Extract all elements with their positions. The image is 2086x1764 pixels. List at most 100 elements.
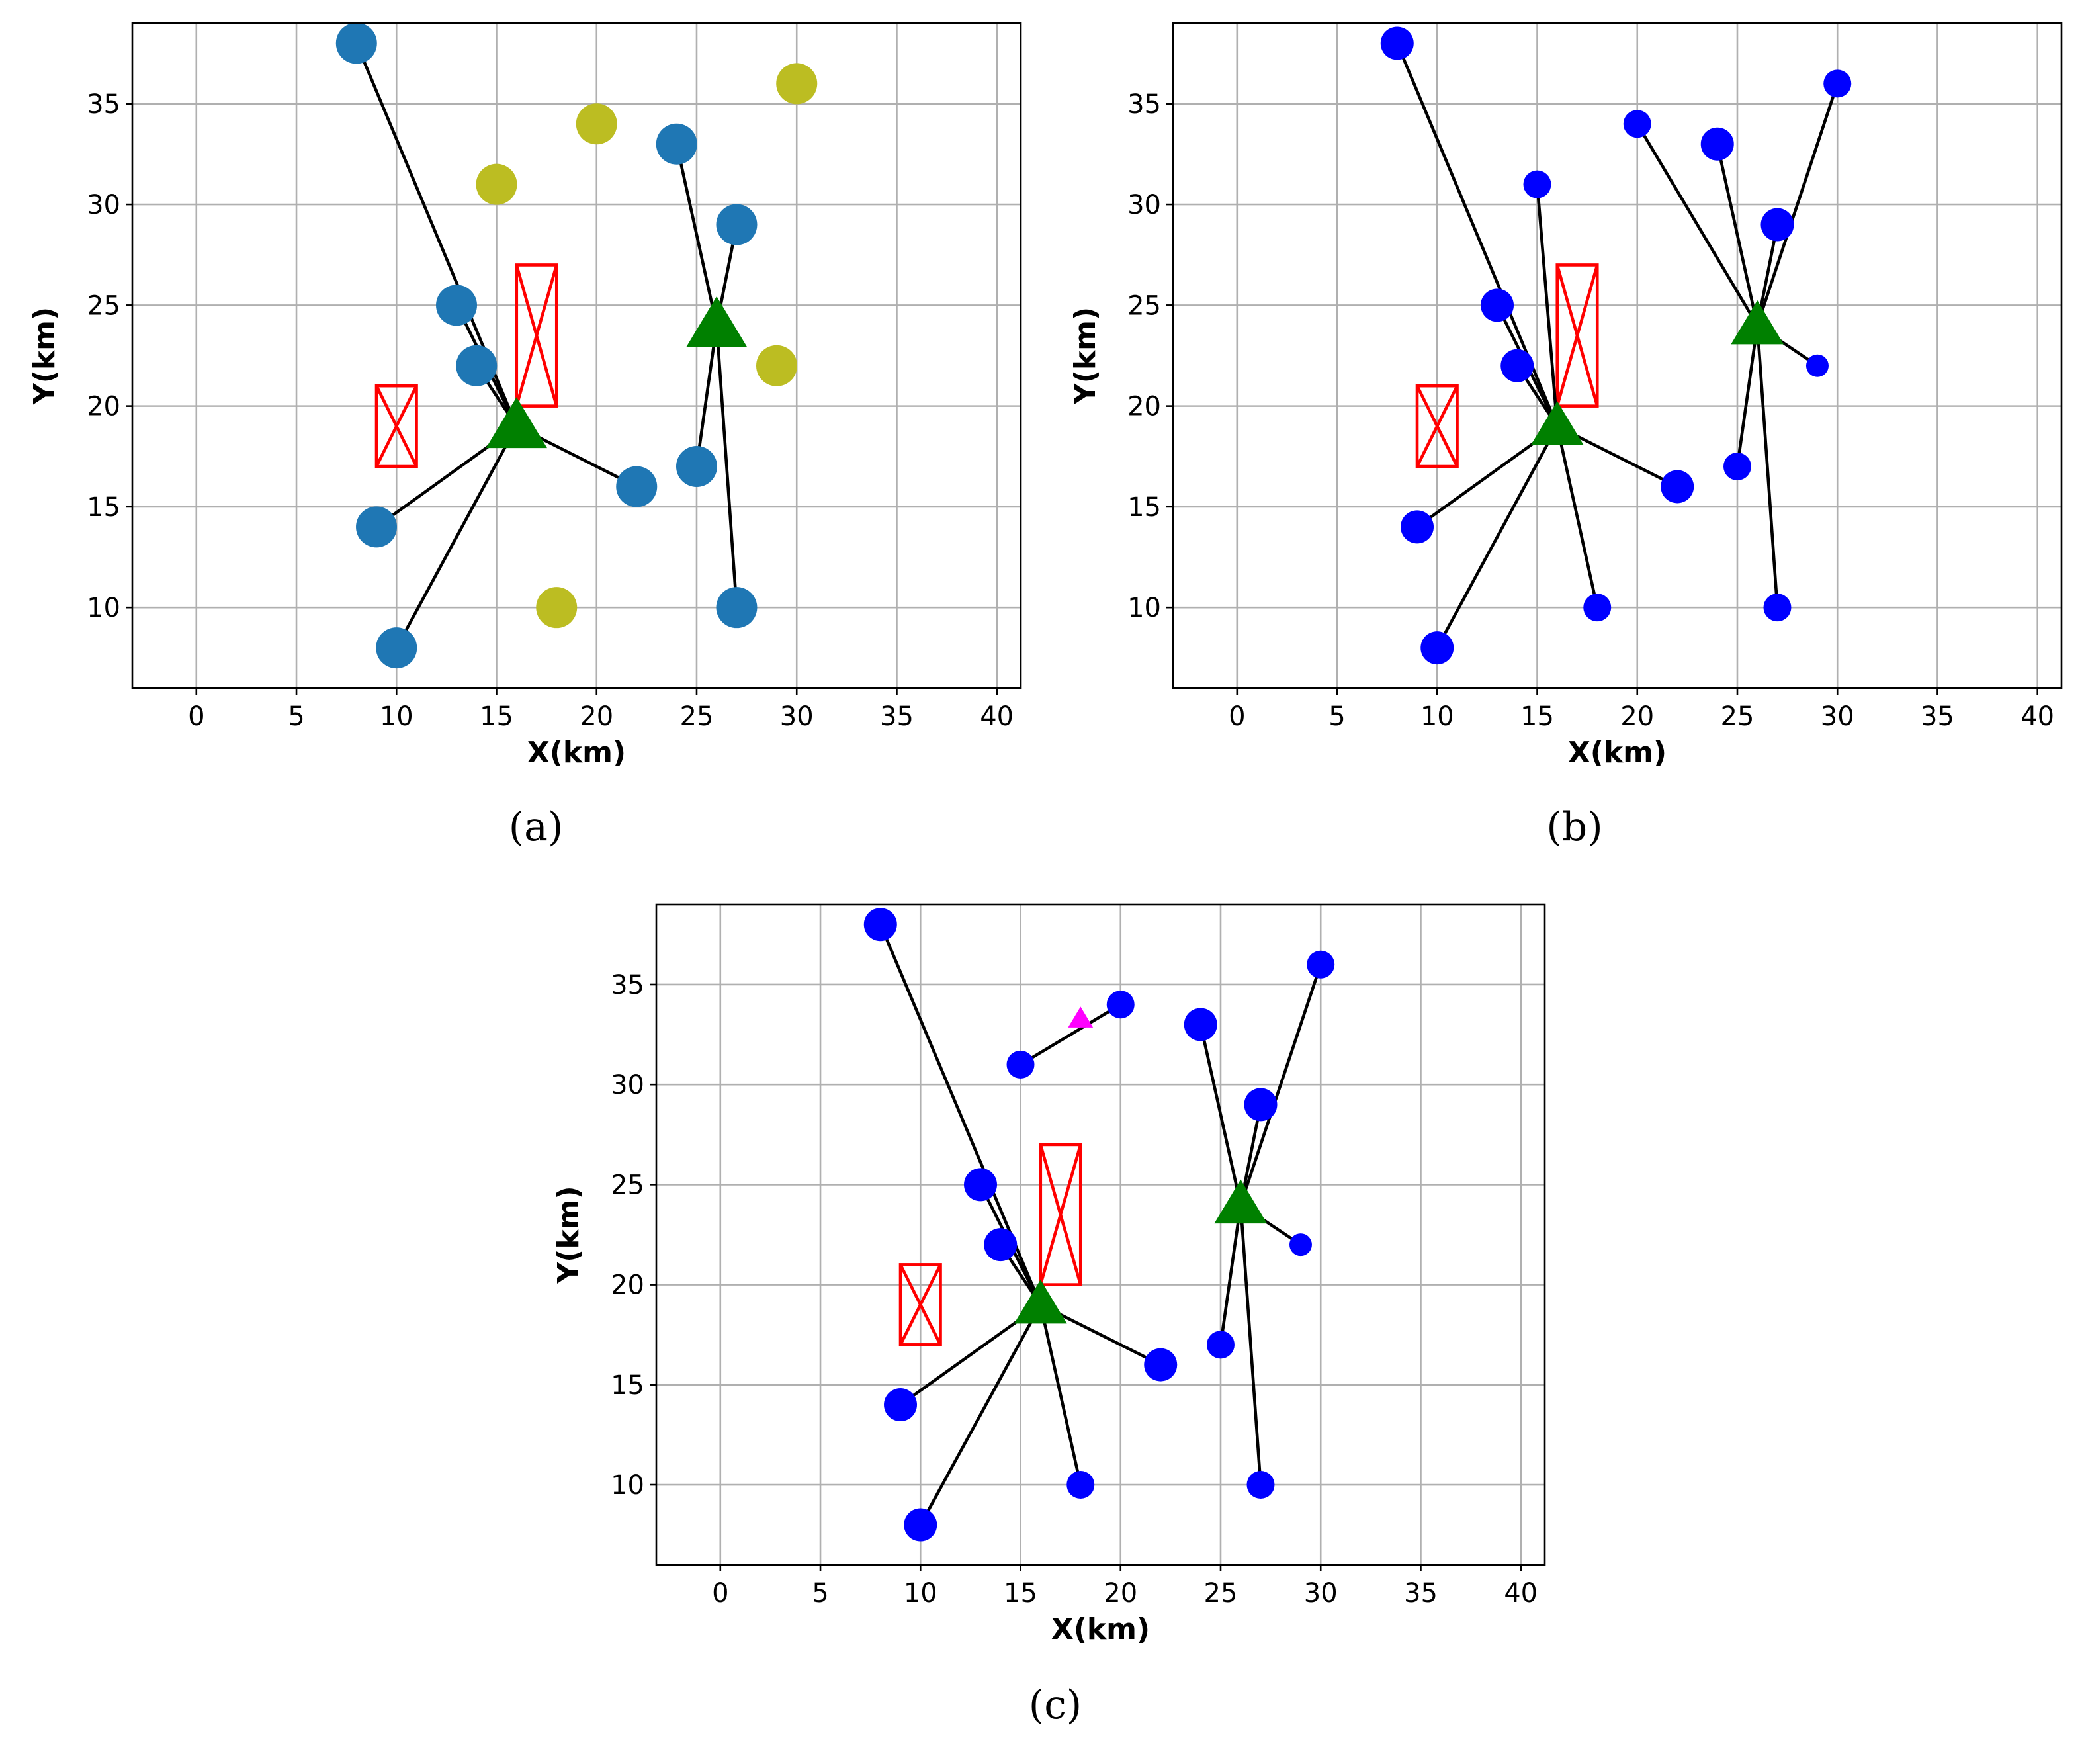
x-tick-label: 20 bbox=[1620, 701, 1654, 732]
obstacle-rect bbox=[515, 263, 558, 408]
data-point bbox=[1823, 69, 1852, 98]
data-point bbox=[1420, 631, 1454, 665]
data-point bbox=[536, 587, 578, 629]
x-axis-label: X(km) bbox=[527, 736, 626, 770]
station-2-marker bbox=[1214, 1179, 1268, 1224]
x-tick-label: 10 bbox=[380, 701, 413, 732]
data-point bbox=[1244, 1088, 1278, 1122]
link-line bbox=[1756, 83, 1839, 326]
obstacle-diagonal bbox=[515, 264, 558, 407]
station-1-marker bbox=[1530, 401, 1584, 445]
x-axis-label: X(km) bbox=[1568, 736, 1667, 770]
x-tick-label: 5 bbox=[1328, 701, 1345, 732]
x-tick-label: 5 bbox=[288, 701, 304, 732]
y-tick-label: 20 bbox=[611, 1270, 644, 1301]
obstacle-rect bbox=[1415, 384, 1459, 468]
y-tick-label: 10 bbox=[87, 593, 120, 623]
x-tick-label: 40 bbox=[2021, 701, 2054, 732]
data-point bbox=[1760, 208, 1794, 242]
data-point bbox=[675, 446, 717, 487]
y-tick-label: 15 bbox=[87, 492, 120, 523]
relay-marker bbox=[1068, 1006, 1094, 1028]
station-1-marker bbox=[486, 397, 547, 449]
data-point bbox=[1500, 349, 1534, 382]
obstacle-rect bbox=[1039, 1143, 1082, 1286]
data-point bbox=[1289, 1233, 1312, 1257]
x-tick-label: 35 bbox=[880, 701, 914, 732]
panel-caption: (b) bbox=[1546, 804, 1602, 850]
link-line bbox=[1735, 325, 1759, 467]
x-tick-label: 25 bbox=[1721, 701, 1755, 732]
y-tick-label: 30 bbox=[1127, 190, 1161, 220]
x-tick-label: 10 bbox=[904, 1578, 937, 1609]
x-tick-label: 35 bbox=[1404, 1578, 1438, 1609]
data-point bbox=[356, 506, 398, 548]
x-tick-label: 15 bbox=[480, 701, 513, 732]
link-line bbox=[1635, 123, 1759, 326]
y-tick-label: 35 bbox=[611, 970, 644, 1000]
data-point bbox=[964, 1168, 998, 1202]
data-point bbox=[1523, 170, 1551, 198]
x-tick-label: 0 bbox=[188, 701, 204, 732]
data-point bbox=[1661, 470, 1694, 504]
y-tick-label: 25 bbox=[611, 1170, 644, 1200]
link-line bbox=[1436, 425, 1559, 649]
link-line bbox=[1755, 325, 1779, 608]
data-point bbox=[716, 204, 758, 245]
obstacle-zone bbox=[1555, 263, 1599, 408]
data-point bbox=[1805, 354, 1829, 377]
y-tick-label: 10 bbox=[611, 1470, 644, 1501]
y-axis-label: Y(km) bbox=[28, 307, 62, 405]
obstacle-diagonal bbox=[374, 385, 418, 468]
x-tick-label: 25 bbox=[1204, 1578, 1238, 1609]
x-axis-label: X(km) bbox=[1051, 1612, 1150, 1646]
data-point bbox=[576, 103, 617, 145]
data-point bbox=[1106, 991, 1135, 1019]
y-tick-label: 25 bbox=[87, 290, 120, 321]
data-point bbox=[436, 285, 478, 326]
x-tick-label: 20 bbox=[580, 701, 613, 732]
obstacle-diagonal bbox=[1039, 1144, 1082, 1286]
obstacle-rect bbox=[1555, 263, 1599, 408]
obstacle-rect bbox=[374, 384, 418, 468]
link-line bbox=[1239, 1204, 1262, 1485]
x-tick-label: 0 bbox=[712, 1578, 728, 1609]
link-line bbox=[1239, 963, 1323, 1206]
y-tick-label: 35 bbox=[87, 89, 120, 120]
obstacle-zone bbox=[1415, 384, 1459, 468]
x-tick-label: 35 bbox=[1921, 701, 1954, 732]
link-line bbox=[395, 425, 518, 649]
y-tick-label: 20 bbox=[87, 392, 120, 422]
x-tick-label: 5 bbox=[812, 1578, 828, 1609]
data-point bbox=[756, 345, 797, 386]
x-tick-label: 10 bbox=[1420, 701, 1454, 732]
data-point bbox=[1066, 1471, 1095, 1499]
data-point bbox=[1763, 594, 1792, 622]
y-tick-label: 25 bbox=[1127, 290, 1161, 321]
data-point bbox=[1700, 127, 1734, 161]
link-line bbox=[675, 144, 718, 326]
data-point bbox=[1401, 510, 1434, 544]
data-point bbox=[1206, 1331, 1235, 1359]
x-tick-label: 30 bbox=[1304, 1578, 1338, 1609]
station-1-marker bbox=[1014, 1279, 1067, 1324]
link-line bbox=[695, 325, 718, 467]
obstacle-zone bbox=[374, 384, 418, 468]
link-line bbox=[1536, 184, 1559, 427]
link-line bbox=[919, 1303, 1042, 1526]
y-axis-label: Y(km) bbox=[1068, 307, 1102, 405]
data-point bbox=[335, 22, 377, 64]
obstacle-diagonal bbox=[1415, 385, 1459, 468]
data-point bbox=[904, 1508, 937, 1542]
panel-caption: (c) bbox=[1029, 1682, 1082, 1728]
plot-frame bbox=[131, 22, 1022, 689]
station-2-marker bbox=[686, 296, 748, 347]
data-point bbox=[776, 63, 818, 105]
panel-c: 0 5 10 15 20 25 30 35 40 10 15 20 25 30 35 X(km) Y(km) (c… bbox=[552, 903, 1546, 1728]
x-tick-label: 15 bbox=[1004, 1578, 1037, 1609]
x-tick-label: 30 bbox=[780, 701, 814, 732]
x-tick-label: 25 bbox=[680, 701, 714, 732]
data-point bbox=[984, 1228, 1018, 1262]
data-point bbox=[1144, 1348, 1178, 1382]
